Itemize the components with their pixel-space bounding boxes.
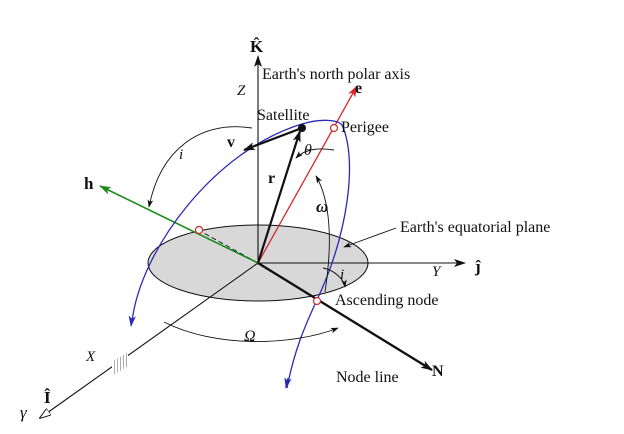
h-vector-label: h (84, 174, 94, 193)
j-hat-label: ĵ (474, 257, 481, 276)
ascending-node-marker (312, 296, 322, 306)
inclination-upper-label: i (179, 147, 183, 163)
orbit-arrow-bottom (284, 377, 292, 389)
i-hat-label: Î (44, 388, 51, 407)
theta-arc (295, 148, 335, 159)
orbit-path (131, 119, 351, 389)
y-axis-label: Y (432, 264, 442, 280)
velocity-vector (243, 126, 303, 152)
inclination-lower-label: i (340, 267, 344, 283)
x-axis-label: X (85, 349, 96, 365)
satellite-label: Satellite (257, 107, 309, 124)
n-vector-label: N (432, 363, 444, 380)
raan-label: Ω (244, 328, 256, 345)
v-vector-label: v (227, 134, 235, 151)
raan-arc (163, 321, 339, 342)
north-polar-axis-label: Earth's north polar axis (262, 66, 410, 83)
vernal-equinox-label: γ (20, 403, 28, 422)
inclination-arc-upper (147, 126, 253, 208)
angular-momentum-vector (99, 185, 259, 264)
z-axis-label: Z (237, 83, 246, 99)
ascending-node-label: Ascending node (335, 292, 439, 309)
orbit-arrow-left (128, 315, 136, 327)
perigee-marker (329, 123, 339, 133)
vernal-equinox-hatch (112, 352, 128, 376)
k-hat-label: K̂ (250, 37, 264, 56)
argument-of-perigee-label: ω (316, 197, 328, 216)
eccentricity-vector (257, 85, 358, 264)
theta-label: θ (304, 142, 312, 159)
node-line-vector (257, 261, 433, 372)
node-line-label: Node line (336, 369, 399, 386)
radius-vector (256, 130, 302, 264)
r-vector-label: r (268, 170, 275, 187)
perigee-label: Perigee (341, 119, 389, 136)
omega-small-arc (315, 175, 330, 293)
satellite-dot (298, 124, 306, 132)
x-axis (40, 262, 259, 418)
inclination-arc-lower (322, 267, 347, 288)
equatorial-plane-leader (343, 227, 397, 248)
equatorial-plane-label: Earth's equatorial plane (400, 219, 550, 236)
descending-node-marker (194, 225, 204, 235)
e-vector-label: e (355, 80, 362, 97)
